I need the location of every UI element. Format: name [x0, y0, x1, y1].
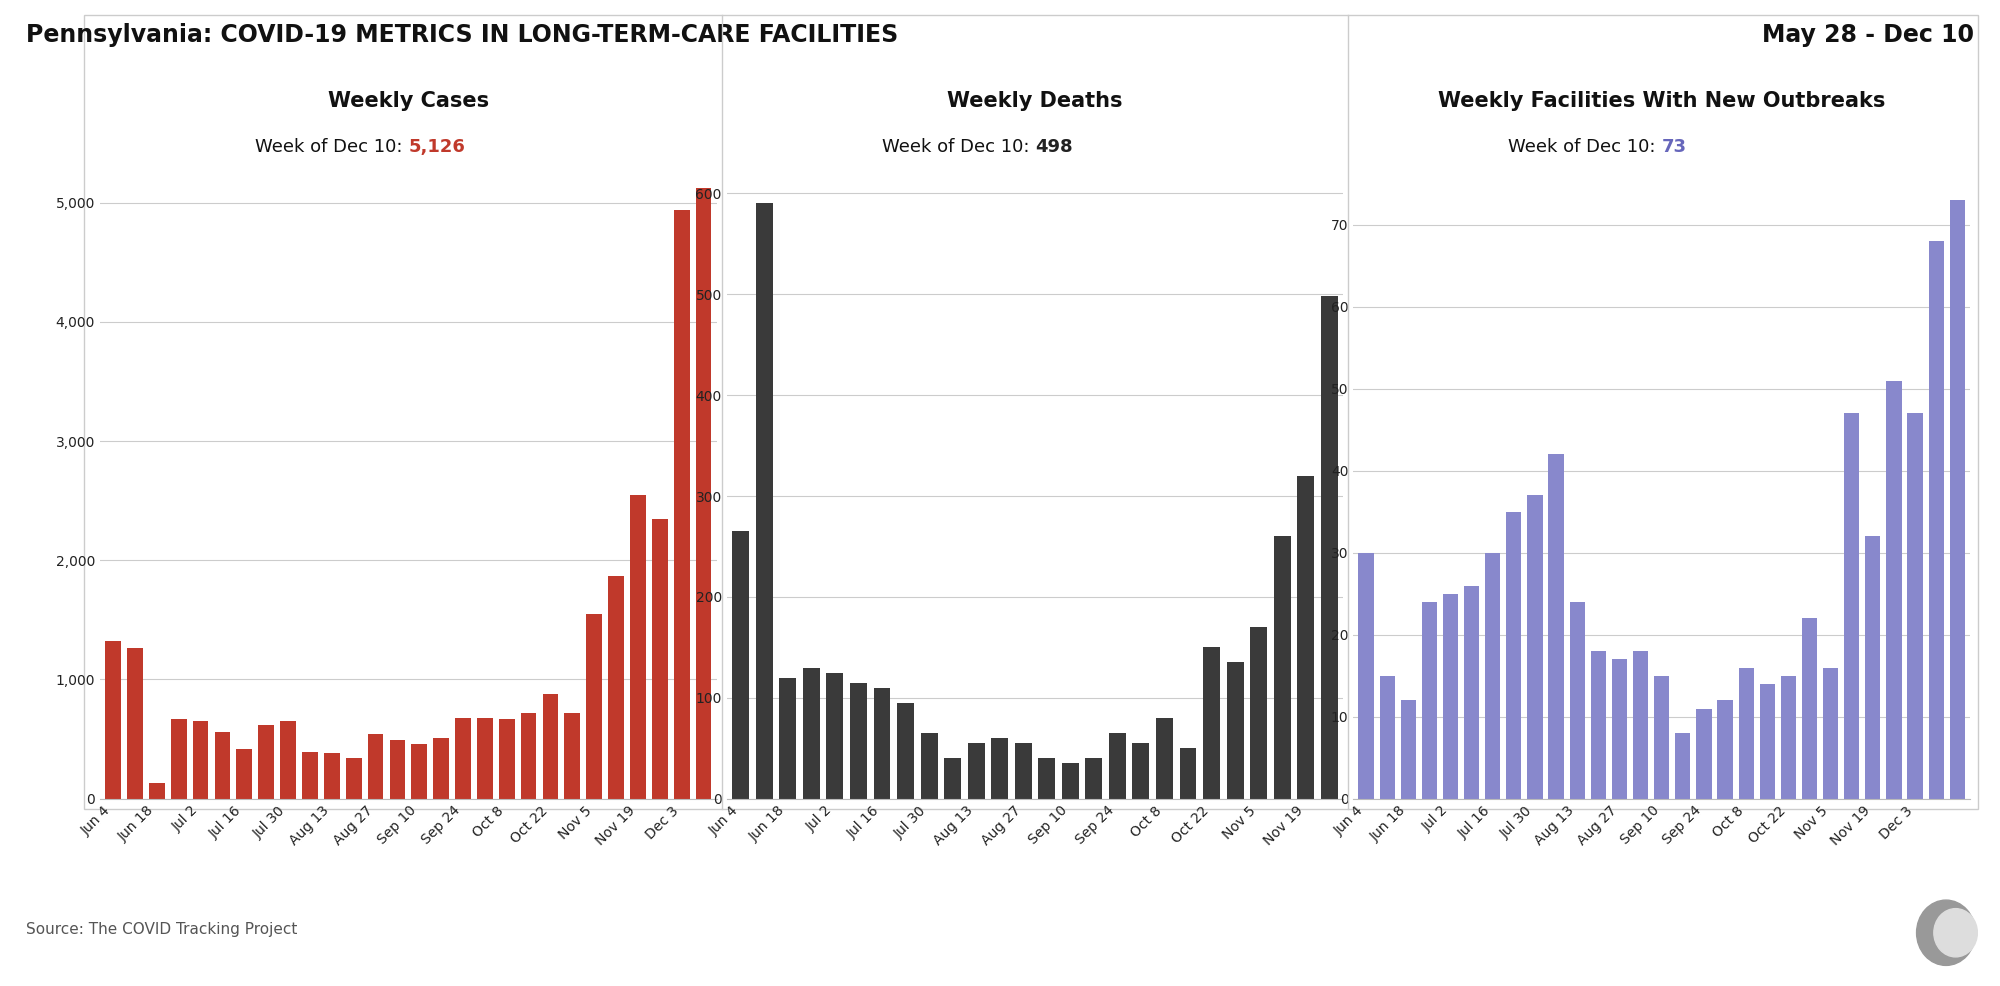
- Bar: [586, 614, 602, 799]
- Bar: [434, 738, 450, 799]
- Bar: [542, 694, 558, 799]
- Text: 5,126: 5,126: [408, 138, 466, 156]
- Bar: [128, 649, 142, 799]
- Bar: [1590, 651, 1606, 799]
- Bar: [1274, 536, 1290, 799]
- Bar: [1866, 536, 1880, 799]
- Bar: [1718, 700, 1732, 799]
- Bar: [1180, 748, 1196, 799]
- Bar: [1226, 663, 1244, 799]
- Bar: [1928, 242, 1944, 799]
- Bar: [214, 732, 230, 799]
- Bar: [170, 719, 186, 799]
- Bar: [968, 743, 984, 799]
- Bar: [1802, 618, 1818, 799]
- Bar: [498, 719, 514, 799]
- Bar: [476, 718, 492, 799]
- Bar: [280, 721, 296, 799]
- Bar: [564, 713, 580, 799]
- Bar: [1696, 709, 1712, 799]
- Circle shape: [1934, 909, 1978, 956]
- Bar: [1320, 297, 1338, 799]
- Bar: [826, 672, 844, 799]
- Bar: [106, 641, 120, 799]
- Bar: [1380, 675, 1394, 799]
- Bar: [1086, 758, 1102, 799]
- Bar: [368, 735, 384, 799]
- Bar: [1400, 700, 1416, 799]
- Bar: [1632, 651, 1648, 799]
- Bar: [944, 758, 962, 799]
- Bar: [1358, 553, 1374, 799]
- Bar: [1548, 455, 1564, 799]
- Bar: [520, 713, 536, 799]
- Bar: [1654, 675, 1670, 799]
- Bar: [1156, 718, 1172, 799]
- Bar: [1486, 553, 1500, 799]
- Bar: [324, 753, 340, 799]
- Bar: [302, 752, 318, 799]
- Bar: [630, 495, 646, 799]
- Circle shape: [1916, 900, 1976, 965]
- Bar: [1528, 495, 1542, 799]
- Text: Week of Dec 10:: Week of Dec 10:: [256, 138, 408, 156]
- Bar: [1204, 648, 1220, 799]
- Bar: [390, 740, 406, 799]
- Bar: [1062, 763, 1078, 799]
- Text: Week of Dec 10:: Week of Dec 10:: [1508, 138, 1662, 156]
- Bar: [920, 734, 938, 799]
- Bar: [1886, 381, 1902, 799]
- Bar: [696, 187, 712, 799]
- Bar: [850, 682, 866, 799]
- Bar: [1442, 594, 1458, 799]
- Title: Weekly Facilities With New Outbreaks: Weekly Facilities With New Outbreaks: [1438, 91, 1886, 110]
- Title: Weekly Deaths: Weekly Deaths: [948, 91, 1122, 110]
- Bar: [780, 677, 796, 799]
- Text: Week of Dec 10:: Week of Dec 10:: [882, 138, 1036, 156]
- Bar: [412, 743, 428, 799]
- Bar: [652, 519, 668, 799]
- Text: 498: 498: [1036, 138, 1072, 156]
- Bar: [192, 721, 208, 799]
- Bar: [992, 739, 1008, 799]
- Bar: [874, 687, 890, 799]
- Bar: [802, 668, 820, 799]
- Bar: [1844, 413, 1860, 799]
- Bar: [756, 203, 772, 799]
- Bar: [456, 718, 470, 799]
- Bar: [1132, 743, 1150, 799]
- Text: May 28 - Dec 10: May 28 - Dec 10: [1762, 23, 1974, 46]
- Bar: [674, 210, 690, 799]
- Text: 73: 73: [1662, 138, 1686, 156]
- Title: Weekly Cases: Weekly Cases: [328, 91, 488, 110]
- Bar: [1506, 512, 1522, 799]
- Bar: [258, 725, 274, 799]
- Bar: [1612, 660, 1628, 799]
- Bar: [898, 703, 914, 799]
- Bar: [1464, 586, 1480, 799]
- Bar: [1676, 734, 1690, 799]
- Bar: [1950, 200, 1964, 799]
- Bar: [1422, 601, 1436, 799]
- Bar: [148, 783, 164, 799]
- Bar: [1570, 601, 1584, 799]
- Text: Source: The COVID Tracking Project: Source: The COVID Tracking Project: [26, 922, 298, 937]
- Bar: [1298, 476, 1314, 799]
- Bar: [1038, 758, 1056, 799]
- Bar: [1908, 413, 1922, 799]
- Bar: [236, 748, 252, 799]
- Bar: [1760, 684, 1774, 799]
- Bar: [1250, 627, 1268, 799]
- Text: Pennsylvania: COVID-19 METRICS IN LONG-TERM-CARE FACILITIES: Pennsylvania: COVID-19 METRICS IN LONG-T…: [26, 23, 898, 46]
- Bar: [1738, 668, 1754, 799]
- Bar: [1780, 675, 1796, 799]
- Bar: [1108, 734, 1126, 799]
- Bar: [608, 576, 624, 799]
- Bar: [1824, 668, 1838, 799]
- Bar: [1014, 743, 1032, 799]
- Bar: [346, 758, 362, 799]
- Bar: [732, 531, 750, 799]
